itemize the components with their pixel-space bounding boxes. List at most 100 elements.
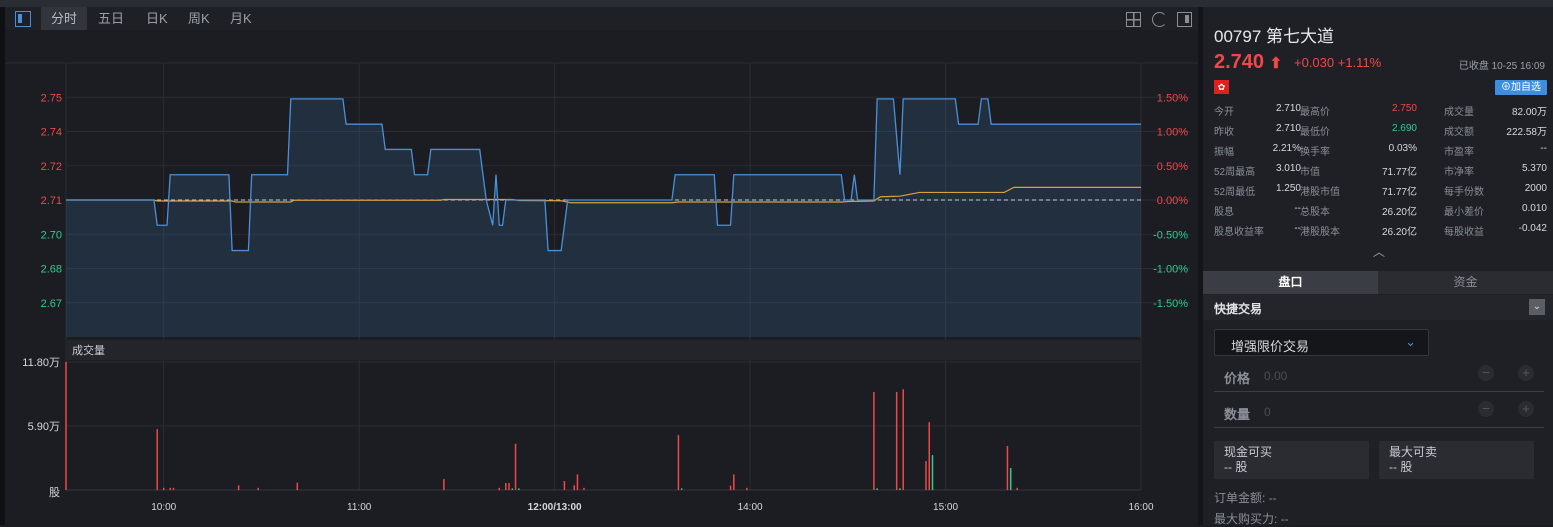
volume-bar	[729, 485, 732, 490]
volume-bar	[511, 488, 514, 490]
volume-bar	[928, 422, 931, 490]
price-tick-label: 2.70	[41, 229, 62, 241]
quantity-increment-button[interactable]: +	[1518, 401, 1534, 417]
quantity-input[interactable]: 0	[1264, 405, 1271, 419]
stat-value: --	[1294, 203, 1301, 214]
stat-value: 1.250	[1275, 183, 1301, 194]
cash-buy-label: 现金可买	[1224, 445, 1273, 459]
collapse-chevron-icon[interactable]: ︿	[1373, 245, 1386, 259]
quantity-decrement-button[interactable]: −	[1478, 401, 1494, 417]
stat-value: 222.58万	[1506, 127, 1547, 138]
panel-divider[interactable]	[1198, 7, 1203, 525]
volume-bar	[1006, 446, 1009, 490]
stat-label: 今开	[1214, 107, 1234, 118]
volume-bar	[563, 480, 566, 490]
change-pct: +1.11%	[1337, 55, 1382, 70]
market-status: 已收盘 10-25 16:09	[1458, 61, 1545, 72]
pct-tick-label: -0.50%	[1153, 229, 1188, 241]
stat-label: 总股本	[1300, 207, 1330, 218]
chevron-down-icon: ⌄	[1405, 334, 1416, 349]
tab-daily-k[interactable]: 日K	[146, 11, 168, 26]
volume-bar	[677, 435, 680, 490]
tab-weekly-k[interactable]: 周K	[188, 11, 210, 26]
max-power-value: --	[1280, 512, 1289, 526]
quantity-label: 数量	[1224, 407, 1251, 422]
grid-layout-icon[interactable]	[1126, 12, 1141, 27]
stat-value: 2.710	[1275, 123, 1301, 134]
panel-tabs: 盘口 资金	[1203, 271, 1553, 294]
tab-capital[interactable]: 资金	[1378, 271, 1553, 294]
stat-row: 52周最低 1.250 港股市值 71.77亿 每手份数 2000	[1214, 183, 1547, 203]
stat-label: 52周最高	[1214, 167, 1256, 178]
volume-bar	[680, 488, 683, 490]
volume-bar	[514, 443, 517, 490]
volume-bar	[876, 488, 878, 490]
volume-bar	[257, 487, 259, 490]
stat-label: 股息收益率	[1214, 227, 1264, 238]
stat-label: 港股股本	[1300, 227, 1340, 238]
volume-bar	[162, 487, 165, 490]
price-increment-button[interactable]: +	[1518, 365, 1534, 381]
price-input[interactable]: 0.00	[1264, 369, 1288, 383]
stat-value: 3.010	[1275, 163, 1301, 174]
sidebar-toggle-icon[interactable]	[15, 11, 31, 27]
tab-five-day[interactable]: 五日	[98, 11, 125, 26]
volume-bar	[895, 391, 898, 490]
tab-intraday[interactable]: 分时	[41, 7, 88, 30]
stat-row: 股息收益率 -- 港股股本 26.20亿 每股收益 -0.042	[1214, 223, 1547, 243]
volume-bar	[583, 487, 585, 490]
stat-label: 最小差价	[1444, 207, 1484, 218]
stock-name: 第七大道	[1266, 27, 1335, 46]
price-tick-label: 2.74	[41, 127, 62, 139]
stat-label: 市值	[1300, 167, 1320, 178]
price-decrement-button[interactable]: −	[1478, 365, 1494, 381]
change-value: +0.030	[1294, 55, 1335, 70]
stat-row: 昨收 2.710 最低价 2.690 成交额 222.58万	[1214, 123, 1547, 143]
price-tick-label: 2.75	[41, 92, 62, 104]
pct-tick-label: 0.00%	[1157, 195, 1188, 207]
stat-value: 26.20亿	[1381, 227, 1417, 238]
stat-row: 股息 -- 总股本 26.20亿 最小差价 0.010	[1214, 203, 1547, 223]
panel-toggle-icon[interactable]	[1177, 12, 1192, 27]
pct-tick-label: -1.00%	[1153, 264, 1188, 276]
add-watchlist-button[interactable]: ⊕加自选	[1495, 80, 1547, 95]
time-tick-label: 15:00	[933, 502, 958, 513]
stock-title: 00797 第七大道	[1214, 22, 1334, 47]
stat-label: 成交额	[1444, 127, 1474, 138]
collapse-quick-trade-button[interactable]: ⌄	[1529, 299, 1545, 315]
max-sell-label: 最大可卖	[1389, 445, 1438, 459]
stat-label: 最低价	[1300, 127, 1330, 138]
order-type-select[interactable]: 增强限价交易 ⌄	[1214, 329, 1429, 356]
tab-order-book[interactable]: 盘口	[1203, 271, 1378, 294]
add-watchlist-label: 加自选	[1511, 82, 1541, 93]
volume-bar	[1009, 468, 1012, 490]
volume-bar	[508, 483, 510, 490]
average-price-line	[66, 186, 1141, 204]
price-tick-label: 2.68	[41, 264, 62, 276]
price-field: 价格 0.00 − +	[1214, 358, 1544, 392]
stat-value: 71.77亿	[1381, 167, 1417, 178]
stat-value: 82.00万	[1511, 107, 1547, 118]
volume-bar	[576, 474, 579, 490]
stat-label: 每股收益	[1444, 227, 1484, 238]
price-label: 价格	[1224, 371, 1251, 386]
stat-label: 市盈率	[1444, 147, 1474, 158]
volume-bar	[902, 389, 904, 490]
time-tick-label: 12:00/13:00	[528, 502, 582, 513]
stat-label: 昨收	[1214, 127, 1234, 138]
stat-label: 换手率	[1300, 147, 1330, 158]
volume-tick-label: 5.90万	[28, 421, 60, 433]
time-tick-label: 11:00	[347, 502, 372, 513]
intraday-chart[interactable]: 成交量 2.75 1.50% 2.74 1.00% 2.72 0.50% 2.71 0.00%…	[0, 0, 1198, 525]
pct-tick-label: -1.50%	[1153, 298, 1188, 310]
stat-value: 0.010	[1521, 203, 1547, 214]
tab-monthly-k[interactable]: 月K	[230, 11, 252, 26]
quote-stats: 今开 2.710 最高价 2.750 成交量 82.00万 昨收 2.710 最低价 2.690 成…	[1214, 103, 1547, 243]
volume-header	[66, 340, 1141, 360]
stat-value: 26.20亿	[1381, 207, 1417, 218]
max-buying-power: 最大购买力: --	[1214, 510, 1289, 527]
volume-bar	[746, 487, 748, 490]
volume-bar	[931, 455, 934, 490]
stat-value: 2000	[1524, 183, 1547, 194]
refresh-icon[interactable]	[1152, 12, 1167, 27]
